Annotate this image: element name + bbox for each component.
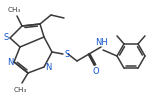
Text: CH₃: CH₃	[13, 87, 27, 93]
Text: CH₃: CH₃	[7, 7, 21, 13]
Text: N: N	[45, 62, 51, 72]
Text: NH: NH	[96, 38, 108, 47]
Text: S: S	[64, 50, 70, 59]
Text: S: S	[3, 32, 9, 41]
Text: O: O	[93, 67, 99, 75]
Text: N: N	[7, 58, 13, 67]
